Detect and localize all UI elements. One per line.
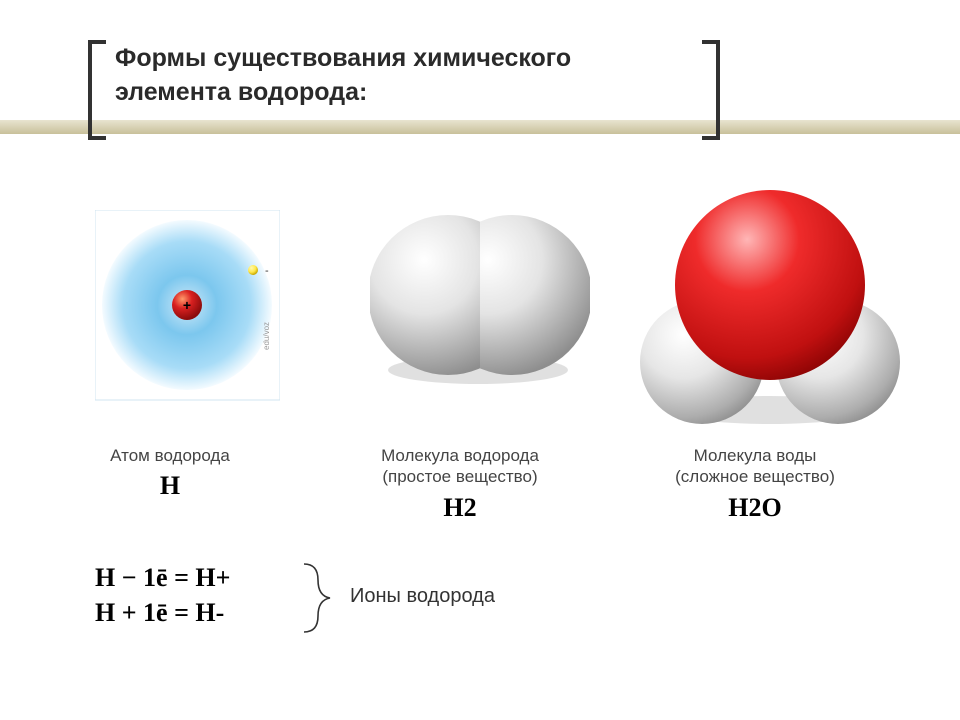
page-title: Формы существования химического элемента…: [115, 42, 571, 110]
h2-caption-l1: Молекула водорода: [330, 445, 590, 466]
hydrogen-atom-diagram: + - edu/voz: [95, 210, 280, 415]
svg-text:-: -: [265, 265, 269, 277]
ions-equations: H − 1ē = H+ H + 1ē = H-: [95, 560, 230, 630]
h2o-caption: Молекула воды (сложное вещество) H2O: [620, 445, 890, 524]
svg-text:+: +: [183, 297, 191, 313]
h2-caption: Молекула водорода (простое вещество) H2: [330, 445, 590, 524]
curly-brace-icon: [300, 562, 334, 639]
h2o-molecule-diagram: [640, 190, 900, 435]
h2-molecule-diagram: [370, 200, 590, 405]
h2-formula: H2: [330, 492, 590, 525]
ions-label: Ионы водорода: [350, 585, 495, 608]
accent-bar: [0, 120, 960, 134]
atom-caption-text: Атом водорода: [60, 445, 280, 466]
h2o-formula: H2O: [620, 492, 890, 525]
atom-formula: H: [60, 470, 280, 503]
h2o-caption-l2: (сложное вещество): [620, 466, 890, 487]
h2o-caption-l1: Молекула воды: [620, 445, 890, 466]
bracket-right: [700, 40, 720, 140]
ion-equation-1: H − 1ē = H+: [95, 560, 230, 595]
title-line2: элемента водорода:: [115, 76, 571, 110]
h2-caption-l2: (простое вещество): [330, 466, 590, 487]
atom-caption: Атом водорода H: [60, 445, 280, 503]
ion-equation-2: H + 1ē = H-: [95, 595, 230, 630]
visualizations-row: + - edu/voz: [0, 200, 960, 440]
bracket-left: [88, 40, 108, 140]
title-line1: Формы существования химического: [115, 42, 571, 76]
svg-text:edu/voz: edu/voz: [262, 322, 271, 350]
